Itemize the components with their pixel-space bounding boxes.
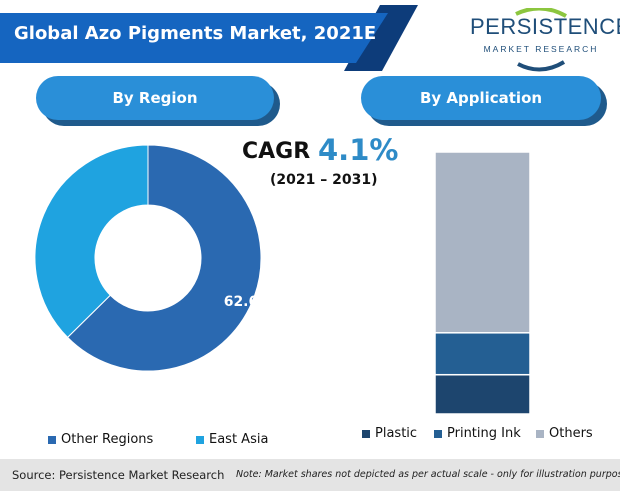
application-section-label: By Application bbox=[419, 89, 543, 107]
legend-label-other-regions: Other Regions bbox=[61, 432, 154, 447]
application-stacked-bar-chart bbox=[434, 151, 531, 415]
legend-item-east-asia: East Asia bbox=[196, 432, 268, 447]
title-banner-shadow bbox=[344, 5, 418, 71]
donut-slice-other-regions bbox=[66, 144, 262, 372]
cagr-value: 4.1% bbox=[318, 133, 399, 167]
legend-item-other-regions: Other Regions bbox=[48, 432, 153, 447]
legend-swatch-other-regions bbox=[48, 435, 56, 444]
stack-segment-others bbox=[434, 151, 531, 334]
cagr-period: (2021 – 2031) bbox=[270, 172, 378, 188]
logo-wordmark: PERSISTENCE bbox=[470, 14, 620, 39]
region-section-header: By Region bbox=[36, 76, 274, 120]
legend-swatch-plastic bbox=[362, 429, 370, 438]
footer: Source: Persistence Market Research Note… bbox=[0, 459, 620, 491]
legend-item-printing-ink: Printing Ink bbox=[434, 426, 521, 441]
cagr-label: CAGR bbox=[242, 139, 311, 164]
legend-label-others: Others bbox=[549, 426, 593, 441]
legend-item-others: Others bbox=[536, 426, 593, 441]
title-banner-fill bbox=[0, 13, 388, 63]
title-banner bbox=[0, 5, 418, 71]
stack-segment-printing-ink bbox=[434, 332, 531, 376]
donut-data-label: 62.6% bbox=[224, 294, 273, 310]
logo-tagline: MARKET RESEARCH bbox=[483, 44, 599, 54]
legend-label-printing-ink: Printing Ink bbox=[447, 426, 521, 441]
footer-note: Note: Market shares not depicted as per … bbox=[236, 469, 620, 480]
legend-swatch-printing-ink bbox=[434, 429, 442, 438]
region-donut-chart: 62.6% bbox=[34, 144, 273, 372]
legend-swatch-others bbox=[536, 429, 544, 438]
legend-label-east-asia: East Asia bbox=[209, 432, 269, 447]
donut-slice-east-asia bbox=[34, 144, 149, 339]
legend-item-plastic: Plastic bbox=[362, 426, 417, 441]
logo-swoosh-icon bbox=[515, 8, 567, 72]
page-title: Global Azo Pigments Market, 2021E bbox=[14, 23, 377, 44]
footer-source: Source: Persistence Market Research bbox=[12, 468, 225, 482]
region-section-label: By Region bbox=[112, 89, 198, 107]
stack-segment-plastic bbox=[434, 373, 531, 415]
legend-label-plastic: Plastic bbox=[375, 426, 418, 441]
legend-swatch-east-asia bbox=[196, 435, 204, 444]
persistence-logo: PERSISTENCE MARKET RESEARCH bbox=[470, 8, 620, 72]
application-section-header: By Application bbox=[361, 76, 601, 120]
